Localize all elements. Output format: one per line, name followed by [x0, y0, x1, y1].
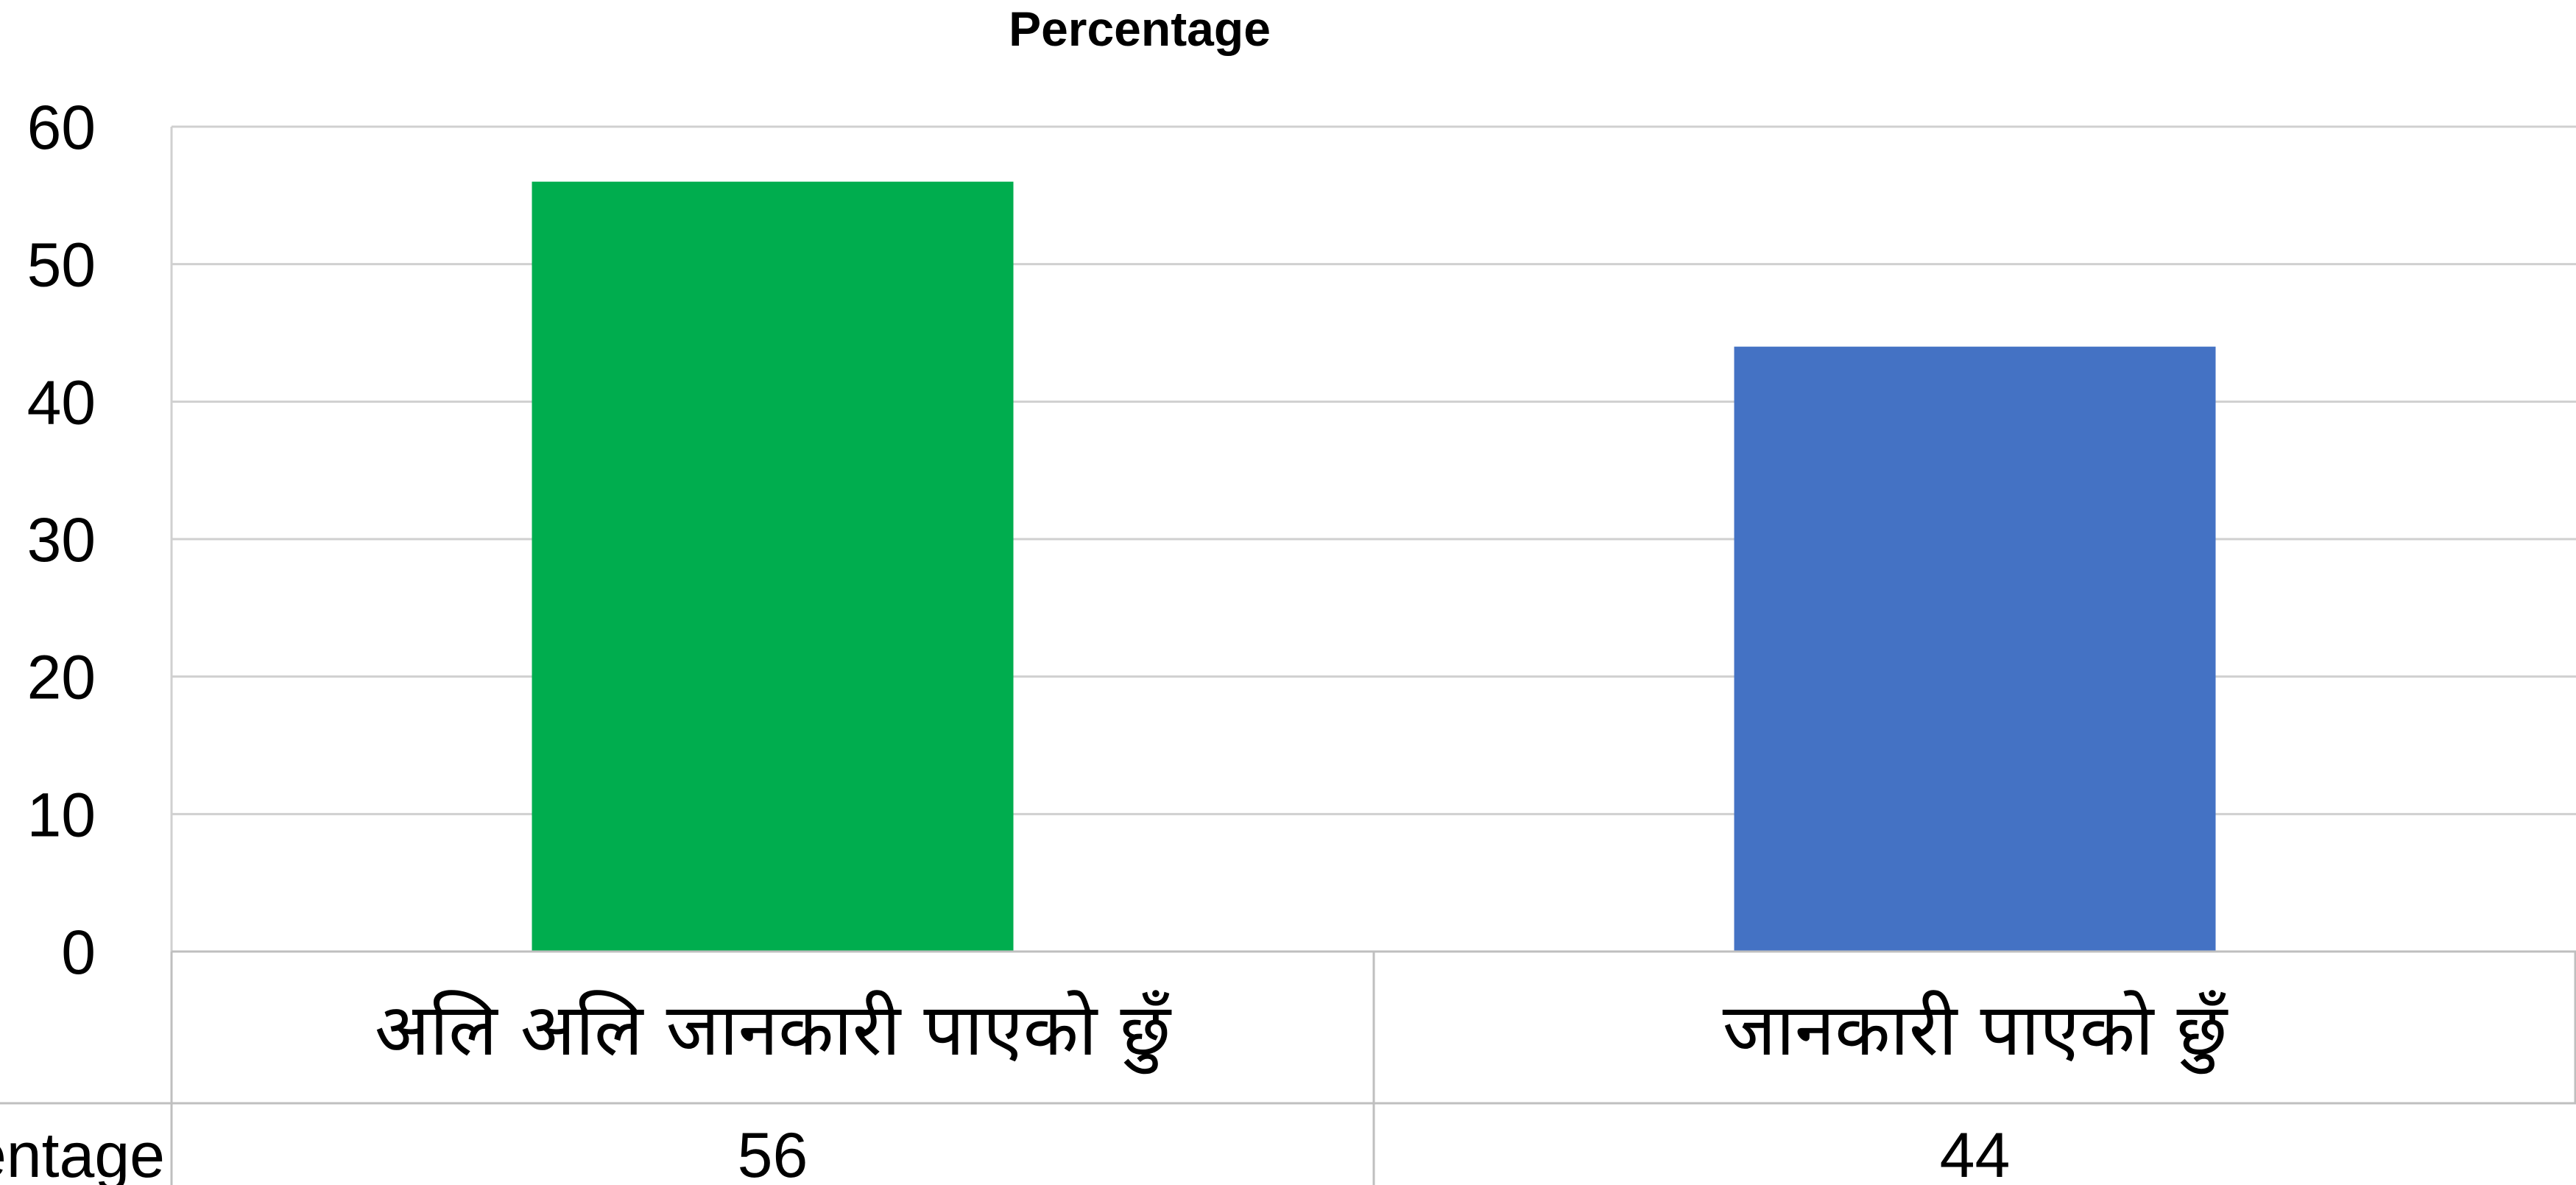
- category-label: जानकारी पाएको छुँ: [1723, 988, 2229, 1075]
- y-tick-label: 20: [27, 643, 96, 712]
- y-tick-label: 0: [61, 918, 96, 987]
- y-tick-label: 40: [27, 368, 96, 437]
- bar: [532, 181, 1014, 952]
- table-value: 56: [738, 1120, 808, 1185]
- table-value: 44: [1940, 1120, 2011, 1185]
- bar: [1734, 346, 2216, 952]
- y-tick-label: 30: [27, 505, 96, 574]
- y-tick-label: 60: [27, 93, 96, 162]
- bars: [532, 181, 2216, 952]
- chart-title: Percentage: [1009, 1, 1271, 56]
- data-table: अलि अलि जानकारी पाएको छुँ जानकारी पाएको छ…: [0, 950, 2576, 1185]
- y-tick-label: 10: [27, 780, 96, 849]
- category-label: अलि अलि जानकारी पाएको छुँ: [375, 988, 1172, 1075]
- y-tick-label: 50: [27, 231, 96, 300]
- table-row-label: Percentage: [0, 1120, 165, 1185]
- y-axis: 0 10 20 30 40 50 60: [27, 93, 96, 987]
